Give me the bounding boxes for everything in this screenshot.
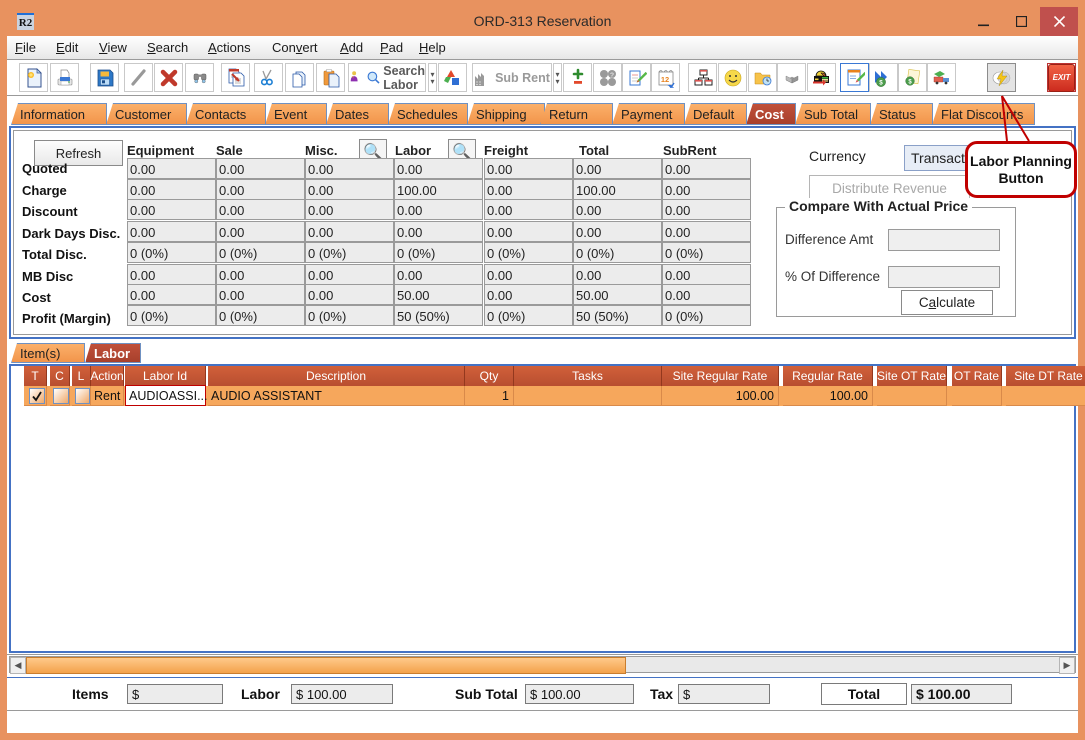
svg-text:12: 12 <box>660 75 668 84</box>
svg-text:$: $ <box>879 79 883 86</box>
svg-text:?: ? <box>609 72 613 79</box>
